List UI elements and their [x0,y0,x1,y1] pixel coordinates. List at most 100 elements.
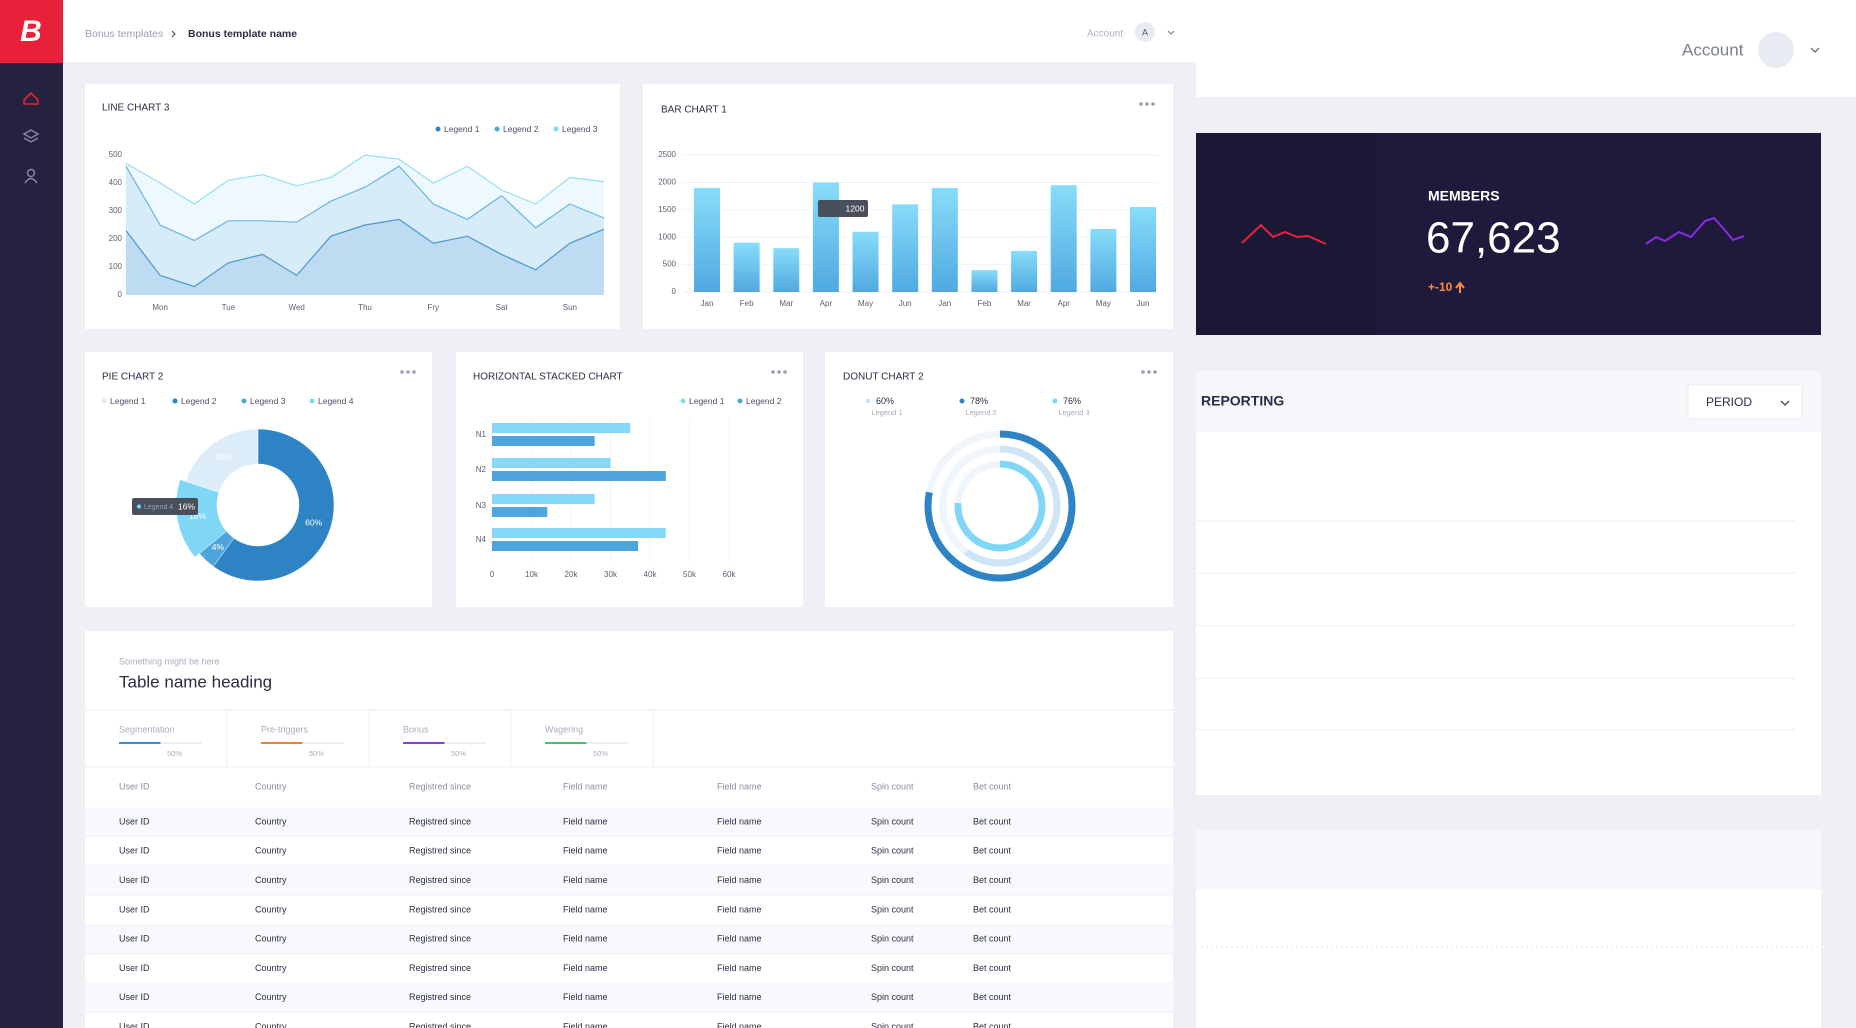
card: HORIZONTAL STACKED CHART 0 10k 20k 30k 40k 50… [456,352,803,607]
bar [492,471,666,481]
x-tick-label: Apr [1058,299,1071,308]
progress-bar [403,742,445,744]
tab-label: Bonus [403,724,429,734]
account-label[interactable]: Account [1087,29,1123,40]
bar [852,231,879,292]
radial-chart: DONUT CHART 2 60% Legend 1 78% Legend 2 76% L… [843,370,1157,582]
line [125,218,605,288]
card: DONUT CHART 2 60% Legend 1 78% Legend 2 76% L… [825,352,1173,607]
sparkline [1645,216,1745,245]
x-tick-label: Apr [820,299,833,308]
cell: Bet count [973,904,1012,914]
menu-dots[interactable] [1139,102,1155,106]
cell: User ID [119,992,150,1002]
tab-label: Wagering [545,724,583,734]
cell: Field name [563,1021,608,1028]
bar [694,187,720,292]
y-tick-label: 2000 [658,178,676,187]
x-tick-label: 10k [525,570,539,579]
legend-label: Legend 1 [871,408,902,417]
cell: Country [255,875,287,885]
cell: Field name [717,875,762,885]
slice-label: 16% [189,511,206,521]
legend-label: Legend 2 [965,408,996,417]
column-header: Registred since [409,781,471,791]
x-tick-label: Thu [358,303,372,312]
bar [1050,185,1077,292]
cell: User ID [119,816,150,826]
pie-chart: PIE CHART 2 20% 60% 4% 16% Legend 1 Legend 2 L… [101,370,416,582]
avatar[interactable] [1758,32,1794,68]
chevron[interactable] [1167,30,1175,35]
period-button[interactable] [1687,384,1803,420]
reporting-title: REPORTING [1201,393,1284,409]
x-tick-label: 60k [723,570,737,579]
layers-icon[interactable] [22,129,40,143]
legend-label: Legend 1 [689,396,725,406]
legend-label: Legend 4 [318,396,354,406]
y-tick-label: 0 [118,290,123,299]
column-header: User ID [119,781,150,791]
x-tick-label: Feb [740,299,754,308]
cell: User ID [119,846,150,856]
account-label[interactable]: Account [1682,40,1744,59]
legend-label: Legend 1 [444,124,480,134]
x-tick-label: 40k [644,570,658,579]
home-icon[interactable] [23,91,39,105]
tab-label: Pre-triggers [261,724,309,734]
bar [492,541,639,551]
reporting-card: REPORTING PERIOD [1196,371,1821,795]
menu-dots[interactable] [1141,370,1157,374]
bar [773,248,800,292]
card-header [1196,830,1821,890]
cell: Field name [717,816,762,826]
x-tick-label: Jan [701,299,714,308]
cell: Spin count [871,1021,914,1028]
column-header: Field name [717,781,762,791]
table: Something might be here Table name headi… [85,656,1173,1028]
chevron[interactable] [1810,47,1820,54]
avatar[interactable] [1135,22,1155,42]
logo: B [20,15,42,48]
row-lines [1196,520,1796,731]
user-icon[interactable] [26,168,36,178]
chart-title: BAR CHART 1 [661,105,727,116]
legend-label: Legend 2 [181,396,217,406]
logo-box[interactable] [0,0,63,63]
progress-label: 50% [309,749,324,758]
cell: Field name [563,846,608,856]
members-card: MEMBERS 67,623 +-10 [1196,133,1821,335]
breadcrumb-link[interactable]: Bonus templates [85,28,163,40]
legend-dot [959,398,965,404]
bar [812,182,839,292]
line [125,154,605,205]
sidebar: B [0,0,63,1028]
y-tick-label: 200 [109,234,123,243]
menu-dots[interactable] [771,370,787,374]
x-tick-label: 30k [604,570,618,579]
bar [733,242,760,292]
bar [492,507,548,517]
card: PIE CHART 2 20% 60% 4% 16% Legend 1 Legend 2 L… [85,352,432,607]
progress-bar [261,742,303,744]
cell: Field name [717,904,762,914]
bar [492,494,595,504]
y-tick-label: N2 [476,465,487,474]
tooltip-label: Legend 4 [144,504,173,511]
cell: User ID [119,963,150,973]
x-tick-label: 0 [490,570,495,579]
row-bg [85,866,1173,896]
tab-label: Segmentation [119,724,175,734]
menu-dots[interactable] [400,370,416,374]
progress-bar [119,742,161,744]
cell: Country [255,846,287,856]
column-header: Country [255,781,287,791]
legend-dot [309,398,315,404]
x-tick-label: Feb [978,299,992,308]
legend-value: 76% [1063,396,1081,406]
cell: Registred since [409,904,471,914]
y-tick-label: 1000 [658,232,676,241]
x-tick-label: Jun [1137,299,1150,308]
breadcrumb-sep [171,30,176,38]
panel-left [1196,133,1376,335]
